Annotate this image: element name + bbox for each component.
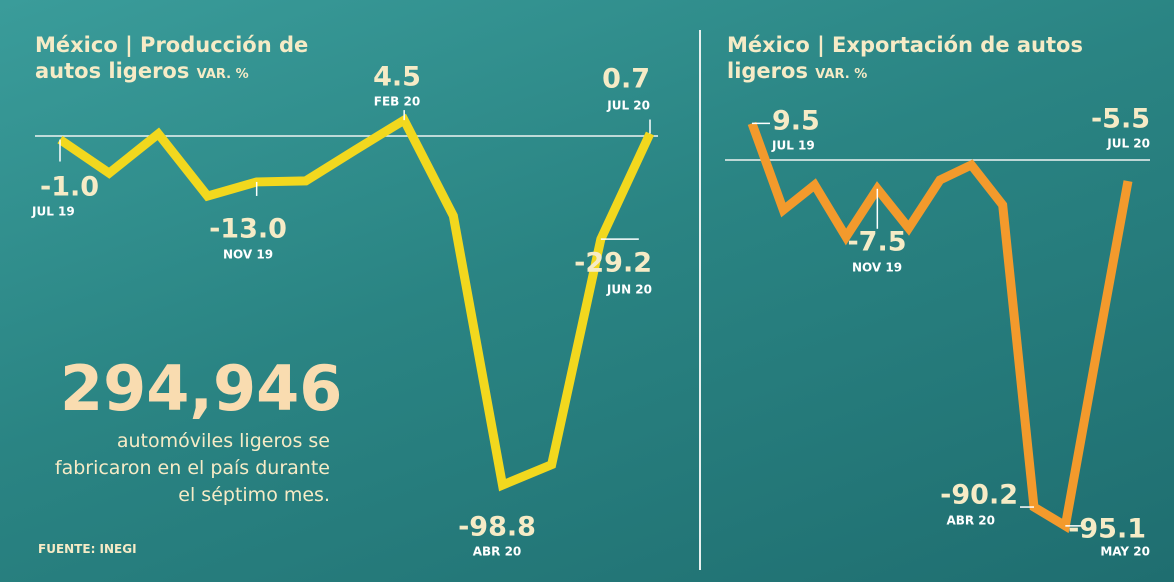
value-label: -5.5	[1091, 104, 1150, 135]
value-label: -90.2	[940, 480, 1018, 511]
value-label: -7.5	[847, 227, 906, 258]
chart-title: México | Producción de autos ligeros VAR…	[35, 32, 355, 88]
month-label: MAY 20	[1100, 545, 1150, 559]
value-label: -98.8	[458, 512, 536, 543]
month-label: JUL 19	[31, 205, 75, 219]
value-label: -1.0	[40, 172, 99, 203]
y-unit: VAR. %	[815, 67, 868, 82]
month-label: NOV 19	[852, 261, 902, 275]
value-label: 0.7	[602, 64, 650, 95]
month-label: ABR 20	[473, 545, 522, 559]
value-label: 4.5	[373, 62, 421, 93]
title-text: México | Exportación de autos ligeros	[727, 33, 1083, 83]
big-number: 294,946	[60, 352, 343, 425]
value-label: 9.5	[772, 106, 820, 137]
month-label: JUL 20	[606, 99, 650, 113]
month-label: JUL 19	[771, 139, 815, 153]
line	[747, 121, 1133, 534]
month-label: JUN 20	[606, 283, 652, 297]
value-label: -13.0	[209, 214, 287, 245]
annotation: automóviles ligeros se fabricaron en el …	[54, 430, 330, 506]
month-label: FEB 20	[374, 95, 420, 109]
line	[57, 113, 655, 492]
month-label: NOV 19	[223, 248, 273, 262]
y-unit: VAR. %	[196, 67, 249, 82]
value-label: -95.1	[1068, 514, 1146, 545]
source: FUENTE: INEGI	[38, 542, 137, 556]
title-text: México | Producción de autos ligeros	[35, 33, 309, 83]
chart-title: México | Exportación de autos ligeros VA…	[727, 32, 1107, 88]
month-label: ABR 20	[946, 514, 995, 528]
value-label: -29.2	[574, 248, 652, 279]
month-label: JUL 20	[1106, 137, 1150, 151]
